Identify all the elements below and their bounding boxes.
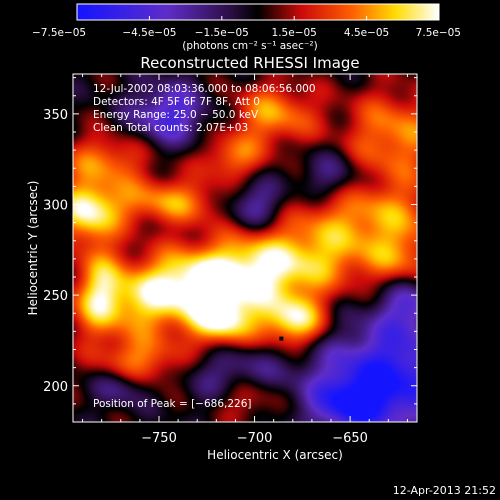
x-tick-label: −700 [237,431,273,446]
y-axis-label: Heliocentric Y (arcsec) [26,181,40,316]
annotation-peak-position: Position of Peak = [−686,226] [93,398,252,410]
colorbar-gradient [77,4,439,20]
colorbar-tick-label: 4.5e−05 [344,27,389,39]
plot-frame [72,73,418,423]
colorbar-tick-label: 7.5e−05 [416,27,461,39]
chart-title: Reconstructed RHESSI Image [140,54,359,72]
y-tick-label: 200 [43,380,68,395]
colorbar-units-label: (photons cm⁻² s⁻¹ asec⁻²) [182,40,317,52]
y-tick-label: 350 [43,108,68,123]
colorbar-frame [76,3,440,21]
x-axis-label: Heliocentric X (arcsec) [207,448,343,462]
annotation-block: 12-Jul-2002 08:03:36.000 to 08:06:56.000… [93,83,316,410]
y-axis: 200 250 300 350 [43,77,417,423]
colorbar-tick-label: −4.5e−05 [122,27,176,39]
x-axis: −750 −700 −650 [82,74,408,446]
annotation-energy-range: Energy Range: 25.0 − 50.0 keV [93,109,259,121]
x-tick-label: −650 [332,431,368,446]
annotation-total-counts: Clean Total counts: 2.07E+03 [93,122,248,134]
annotation-time-range: 12-Jul-2002 08:03:36.000 to 08:06:56.000 [93,83,316,95]
y-tick-label: 250 [43,289,68,304]
colorbar-tick-label: −1.5e−05 [195,27,249,39]
y-tick-label: 300 [43,199,68,214]
footer-timestamp: 12-Apr-2013 21:52 [393,484,496,497]
peak-marker [279,336,284,341]
colorbar-tick-label: 1.5e−05 [272,27,317,39]
x-tick-label: −750 [141,431,177,446]
colorbar-tick-label: −7.5e−05 [32,27,86,39]
colorbar-ticks: −7.5e−05 −4.5e−05 −1.5e−05 1.5e−05 4.5e−05 7.… [32,16,461,39]
annotation-detectors: Detectors: 4F 5F 6F 7F 8F, Att 0 [93,96,260,108]
heatmap-image [73,74,417,422]
